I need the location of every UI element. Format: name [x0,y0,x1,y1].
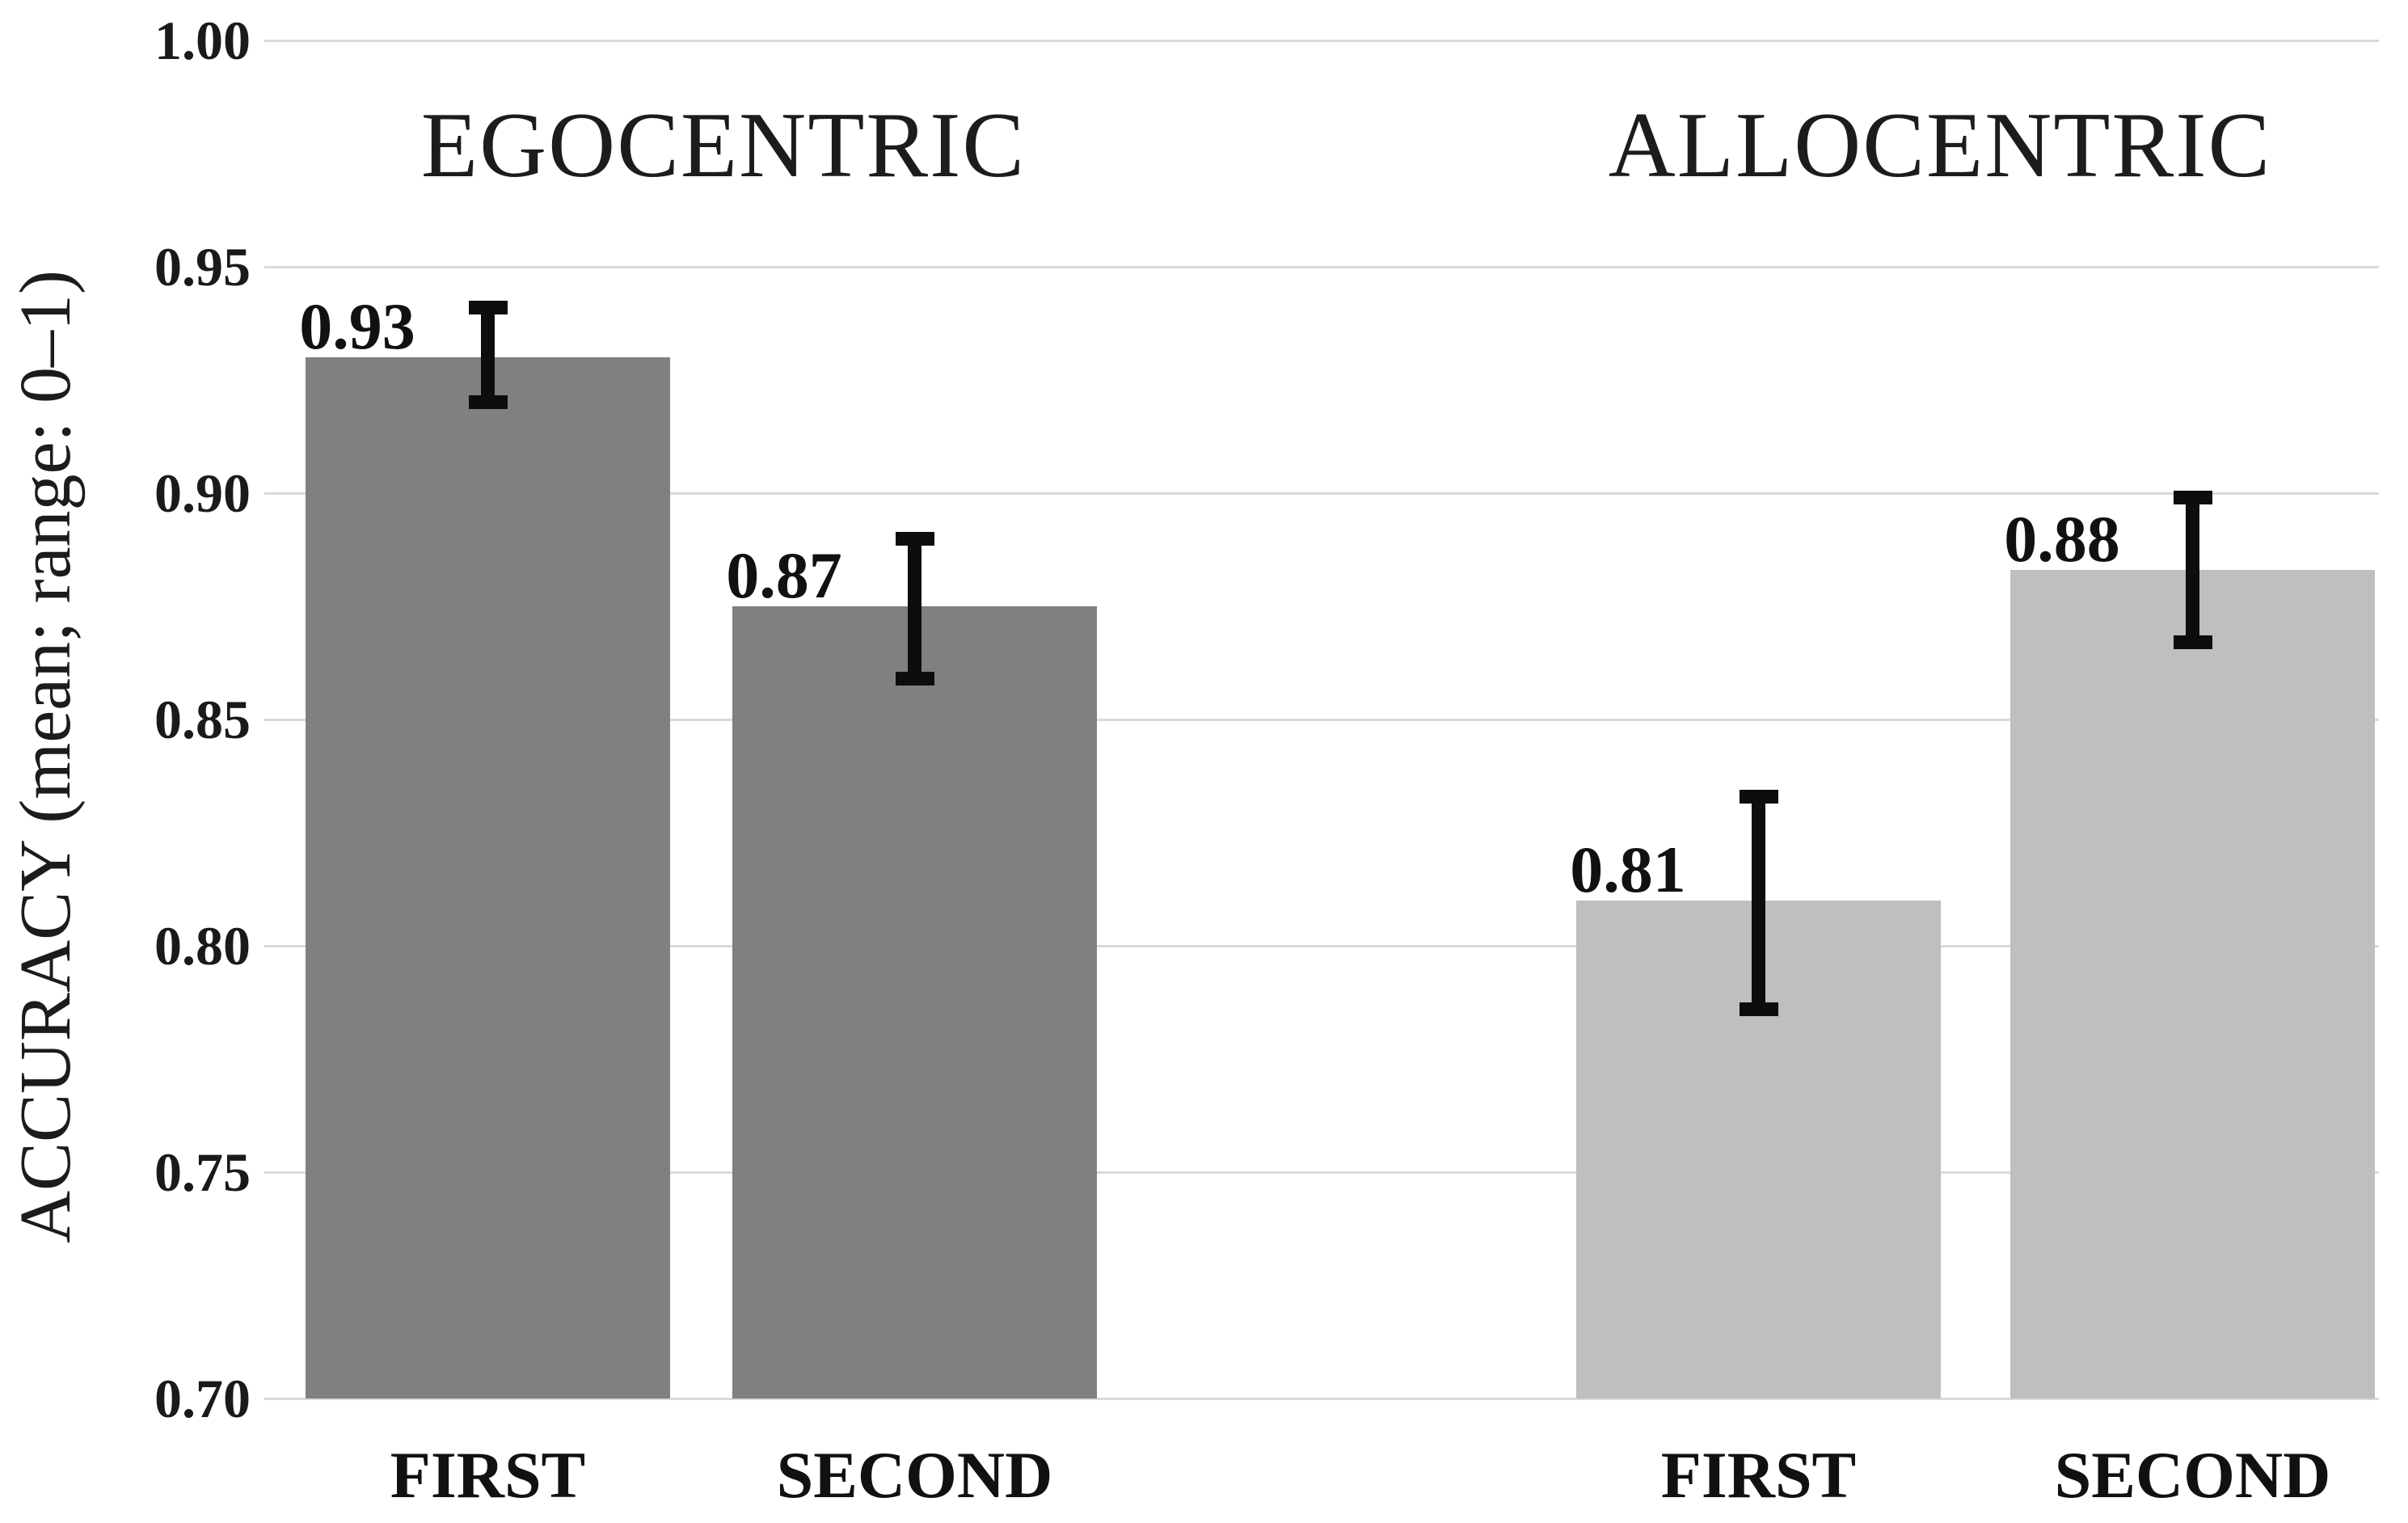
error-bar-cap-top [1739,789,1778,804]
x-axis-label-egocentric-first: FIRST [390,1438,586,1512]
bar-egocentric-second [732,606,1097,1399]
bar-value-label-allocentric-second: 0.88 [2004,502,2120,576]
bar-egocentric-first [306,357,670,1399]
error-bar-cap-bottom [1739,1002,1778,1016]
error-bar-cap-bottom [468,395,508,410]
x-axis-label-egocentric-second: SECOND [776,1438,1053,1512]
y-tick-label-0.95: 0.95 [154,236,251,297]
y-tick-label-0.70: 0.70 [154,1368,251,1429]
error-bar-cap-top [468,300,508,314]
y-tick-label-1.00: 1.00 [154,10,251,71]
bar-value-label-egocentric-first: 0.93 [299,289,415,363]
error-bar-egocentric-first [468,300,508,410]
y-tick-label-0.85: 0.85 [154,689,251,750]
gridline-0.90 [264,492,2379,495]
error-bar-stem [481,300,495,410]
gridline-0.80 [264,945,2379,947]
error-bar-cap-bottom [895,672,934,686]
error-bar-cap-bottom [2173,635,2212,650]
error-bar-cap-top [2173,491,2212,505]
error-bar-allocentric-second [2173,491,2212,650]
error-bar-allocentric-first [1739,789,1778,1016]
x-axis-label-allocentric-second: SECOND [2054,1438,2331,1512]
gridline-0.95 [264,266,2379,268]
group-title-allocentric: ALLOCENTRIC [1608,94,2272,196]
bar-allocentric-second [2010,570,2375,1399]
error-bar-egocentric-second [895,531,934,686]
y-tick-label-0.90: 0.90 [154,462,251,524]
bar-value-label-allocentric-first: 0.81 [1570,833,1686,906]
error-bar-stem [908,531,921,686]
group-title-egocentric: EGOCENTRIC [420,94,1027,196]
gridline-1.00 [264,40,2379,42]
gridline-0.85 [264,719,2379,721]
error-bar-stem [1752,789,1765,1016]
y-tick-label-0.75: 0.75 [154,1141,251,1203]
error-bar-stem [2186,491,2199,650]
gridline-0.75 [264,1171,2379,1174]
gridline-0.70 [264,1398,2379,1400]
x-axis-label-allocentric-first: FIRST [1660,1438,1857,1512]
bar-value-label-egocentric-second: 0.87 [726,538,842,612]
error-bar-cap-top [895,531,934,546]
y-tick-label-0.80: 0.80 [154,915,251,977]
